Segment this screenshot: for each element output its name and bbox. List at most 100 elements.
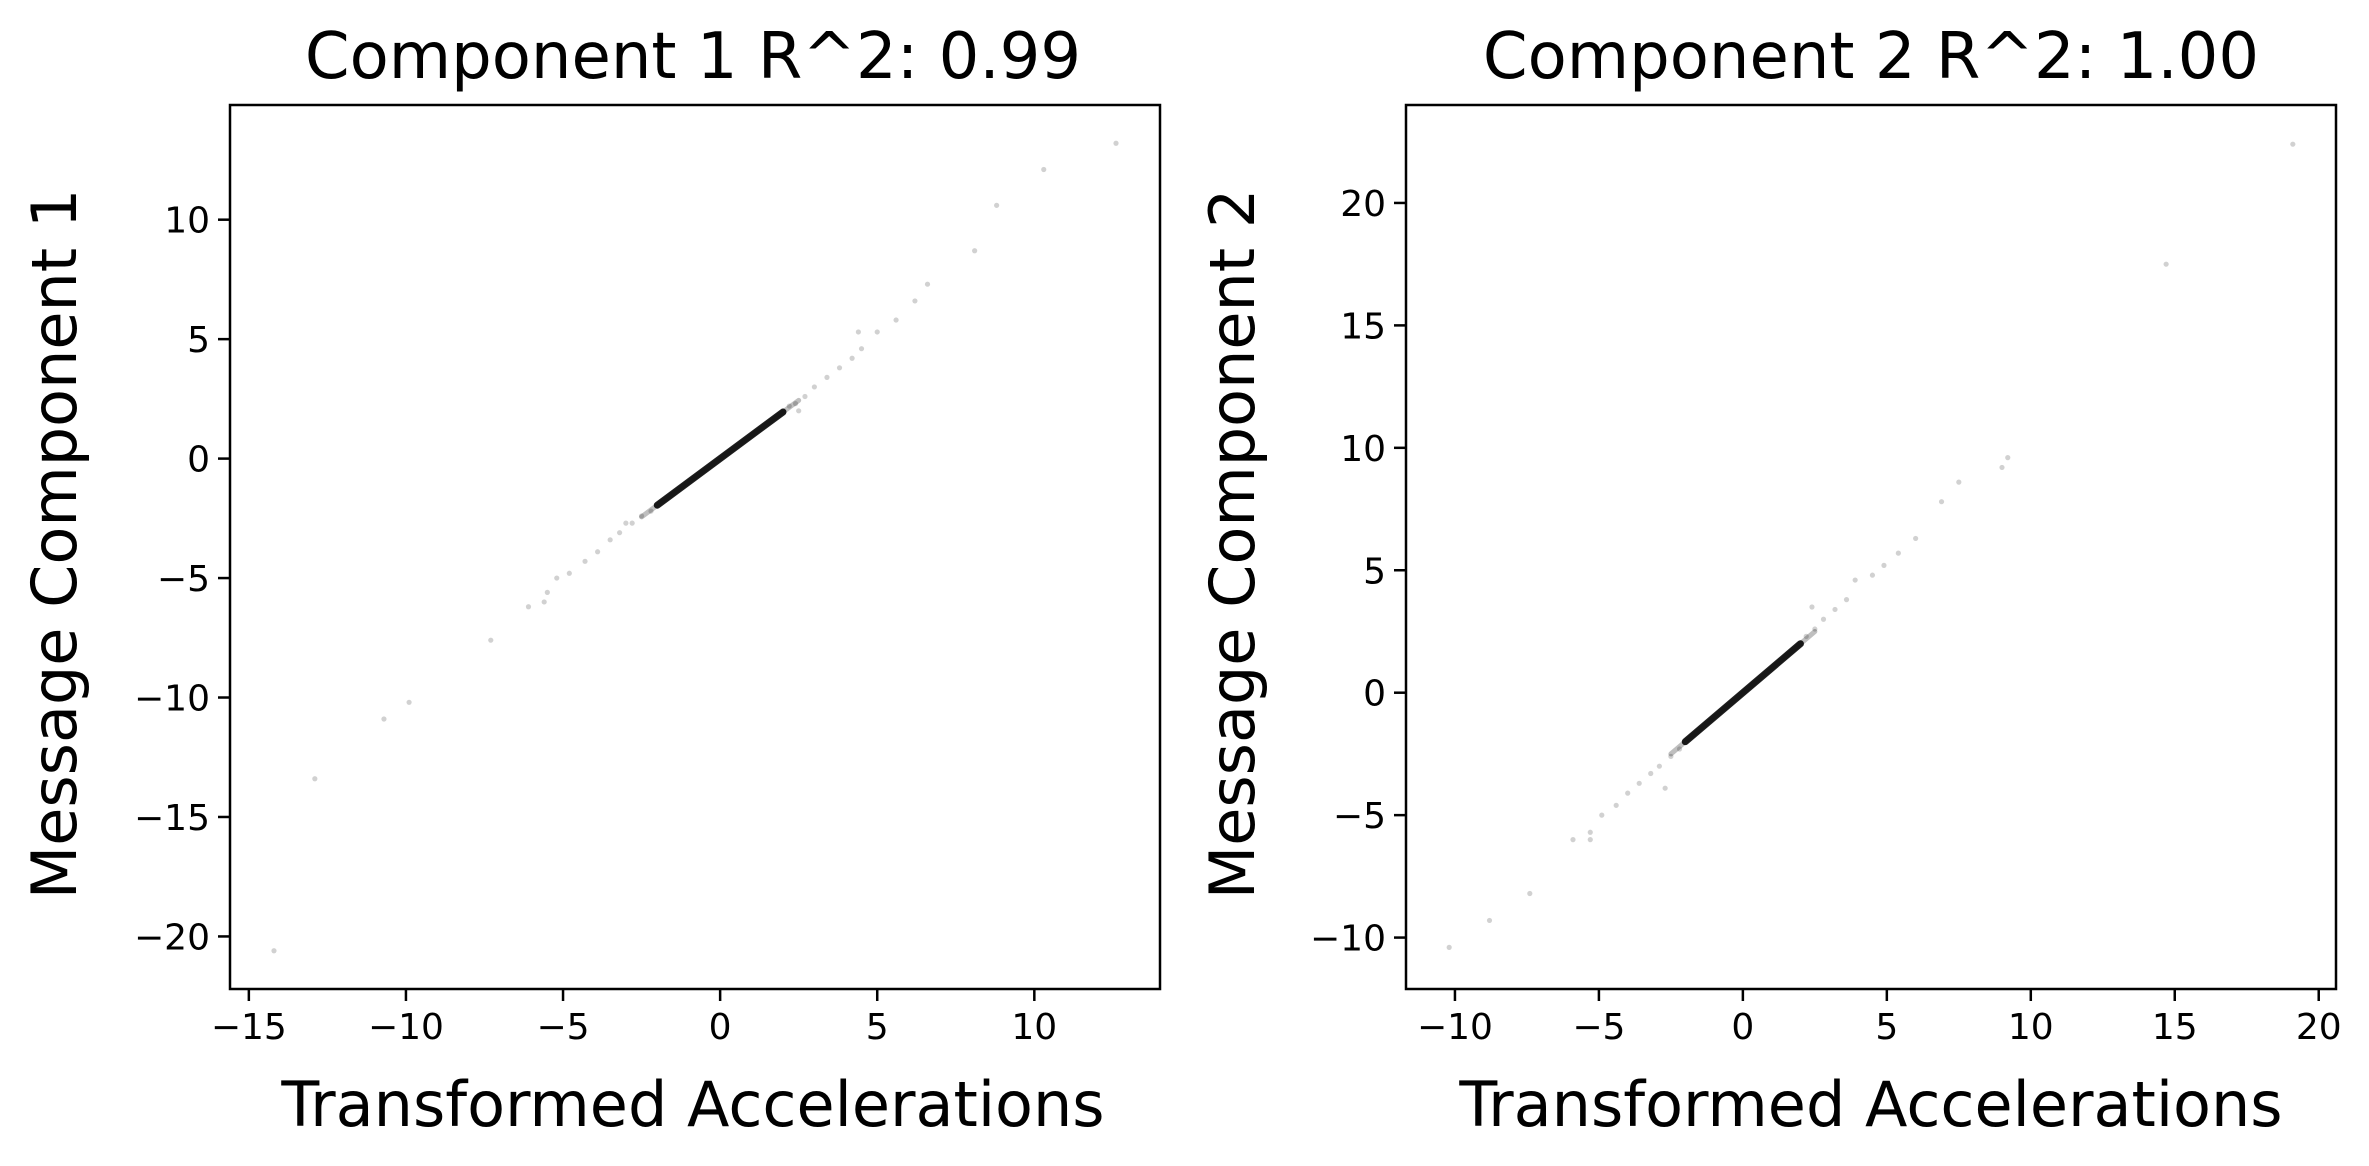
scatter-point bbox=[648, 508, 654, 514]
y-tick-label: 15 bbox=[1340, 306, 1386, 347]
scatter-point bbox=[1446, 944, 1452, 950]
chart-panel-component-2: Component 2 R^2: 1.00 Transformed Accele… bbox=[1196, 20, 2342, 1141]
scatter-point bbox=[1999, 464, 2005, 471]
x-tick-label: 5 bbox=[866, 1007, 889, 1048]
x-tick-label: 10 bbox=[2008, 1007, 2054, 1048]
x-tick-label: 10 bbox=[1011, 1007, 1057, 1048]
scatter-point bbox=[924, 281, 931, 287]
scatter-point bbox=[1938, 499, 1945, 505]
scatter-point bbox=[972, 248, 978, 254]
scatter-point bbox=[811, 384, 817, 390]
scatter-point bbox=[1662, 785, 1668, 791]
x-tick-label: −5 bbox=[537, 1007, 590, 1048]
scatter-point bbox=[912, 298, 918, 304]
x-axis-label: Transformed Accelerations bbox=[280, 1068, 1104, 1141]
scatter-point bbox=[1570, 837, 1576, 843]
scatter-point bbox=[1587, 829, 1593, 835]
x-tick-label: −5 bbox=[1572, 1007, 1625, 1048]
scatter-point bbox=[1676, 746, 1683, 752]
scatter-point bbox=[2005, 455, 2011, 461]
scatter-point bbox=[1812, 626, 1818, 632]
scatter-point bbox=[858, 346, 865, 352]
scatter-point bbox=[1527, 890, 1533, 897]
scatter-point bbox=[1895, 550, 1901, 556]
scatter-point bbox=[2290, 141, 2296, 147]
x-tick-label: 0 bbox=[709, 1007, 732, 1048]
axis-ticks: −15 −10 −5 0 5 10 −20 −15 −10 −5 0 5 10 bbox=[134, 201, 1057, 1048]
y-tick-label: 0 bbox=[1363, 674, 1386, 715]
scatter-point bbox=[802, 393, 808, 400]
scatter-point bbox=[1656, 763, 1662, 769]
scatter-point bbox=[994, 202, 1000, 208]
scatter-point bbox=[1820, 616, 1827, 622]
scatter-points bbox=[271, 140, 1119, 954]
scatter-point bbox=[1113, 140, 1119, 146]
x-tick-label: 5 bbox=[1875, 1007, 1898, 1048]
scatter-point bbox=[2163, 261, 2169, 267]
scatter-point bbox=[836, 365, 843, 371]
scatter-point bbox=[616, 530, 623, 536]
dense-point-band bbox=[653, 408, 787, 509]
y-tick-label: 10 bbox=[164, 201, 210, 242]
point-band-halo bbox=[639, 397, 802, 520]
plot-frame bbox=[228, 103, 1162, 991]
scatter-point bbox=[1613, 802, 1619, 808]
scatter-point bbox=[312, 776, 318, 782]
chart-title: Component 1 R^2: 0.99 bbox=[305, 20, 1081, 94]
y-tick-label: −15 bbox=[134, 798, 210, 839]
y-axis-label: Message Component 1 bbox=[18, 189, 91, 900]
scatter-point bbox=[554, 575, 560, 581]
scatter-point bbox=[874, 329, 880, 335]
x-tick-label: 15 bbox=[2152, 1007, 2198, 1048]
scatter-point bbox=[607, 537, 613, 543]
scatter-point bbox=[566, 570, 572, 576]
y-tick-label: −20 bbox=[134, 917, 210, 958]
scatter-point bbox=[623, 520, 629, 526]
scatter-point bbox=[541, 599, 547, 605]
scatter-point bbox=[1625, 790, 1631, 796]
scatter-point bbox=[1852, 577, 1858, 583]
x-tick-label: −15 bbox=[211, 1007, 287, 1048]
y-tick-label: −5 bbox=[1333, 796, 1386, 837]
scatter-point bbox=[1668, 753, 1674, 759]
scatter-point bbox=[824, 374, 830, 380]
scatter-point bbox=[1881, 562, 1887, 568]
axis-ticks: −10 −5 0 5 10 15 20 −10 −5 0 5 10 15 20 bbox=[1310, 184, 2342, 1048]
chart-panel-component-1: Component 1 R^2: 0.99 Transformed Accele… bbox=[18, 20, 1162, 1141]
y-tick-label: 10 bbox=[1340, 429, 1386, 470]
dense-point-band bbox=[1681, 640, 1804, 746]
x-tick-label: 20 bbox=[2296, 1007, 2342, 1048]
scatter-point bbox=[1956, 479, 1962, 485]
scatter-point bbox=[271, 948, 277, 954]
y-tick-label: −10 bbox=[134, 679, 210, 720]
chart-title: Component 2 R^2: 1.00 bbox=[1483, 20, 2259, 94]
scatter-point bbox=[792, 401, 799, 407]
scatter-point bbox=[488, 637, 494, 643]
scatter-point bbox=[544, 589, 550, 595]
scatter-point bbox=[849, 355, 855, 361]
scatter-point bbox=[1486, 917, 1493, 924]
y-tick-label: 5 bbox=[187, 320, 210, 361]
x-tick-label: 0 bbox=[1731, 1007, 1754, 1048]
scatter-point bbox=[893, 317, 899, 323]
scatter-point bbox=[796, 408, 802, 414]
y-tick-label: −10 bbox=[1310, 919, 1386, 960]
scatter-point bbox=[1832, 606, 1838, 613]
scatter-point bbox=[1843, 597, 1850, 603]
scatter-point bbox=[1809, 604, 1815, 610]
scatter-point bbox=[1041, 166, 1047, 173]
scatter-point bbox=[1803, 633, 1809, 639]
scatter-point bbox=[629, 520, 635, 526]
scatter-point bbox=[638, 513, 645, 519]
scatter-point bbox=[1648, 770, 1654, 777]
point-band-halo bbox=[1668, 628, 1818, 757]
scatter-point bbox=[786, 403, 792, 409]
scatter-point bbox=[595, 549, 601, 555]
scatter-point bbox=[1869, 572, 1876, 578]
scatter-point bbox=[406, 699, 412, 705]
scatter-points bbox=[1446, 141, 2296, 950]
scatter-point bbox=[1599, 812, 1605, 818]
scatter-point bbox=[381, 716, 387, 722]
y-axis-label: Message Component 2 bbox=[1196, 189, 1269, 900]
